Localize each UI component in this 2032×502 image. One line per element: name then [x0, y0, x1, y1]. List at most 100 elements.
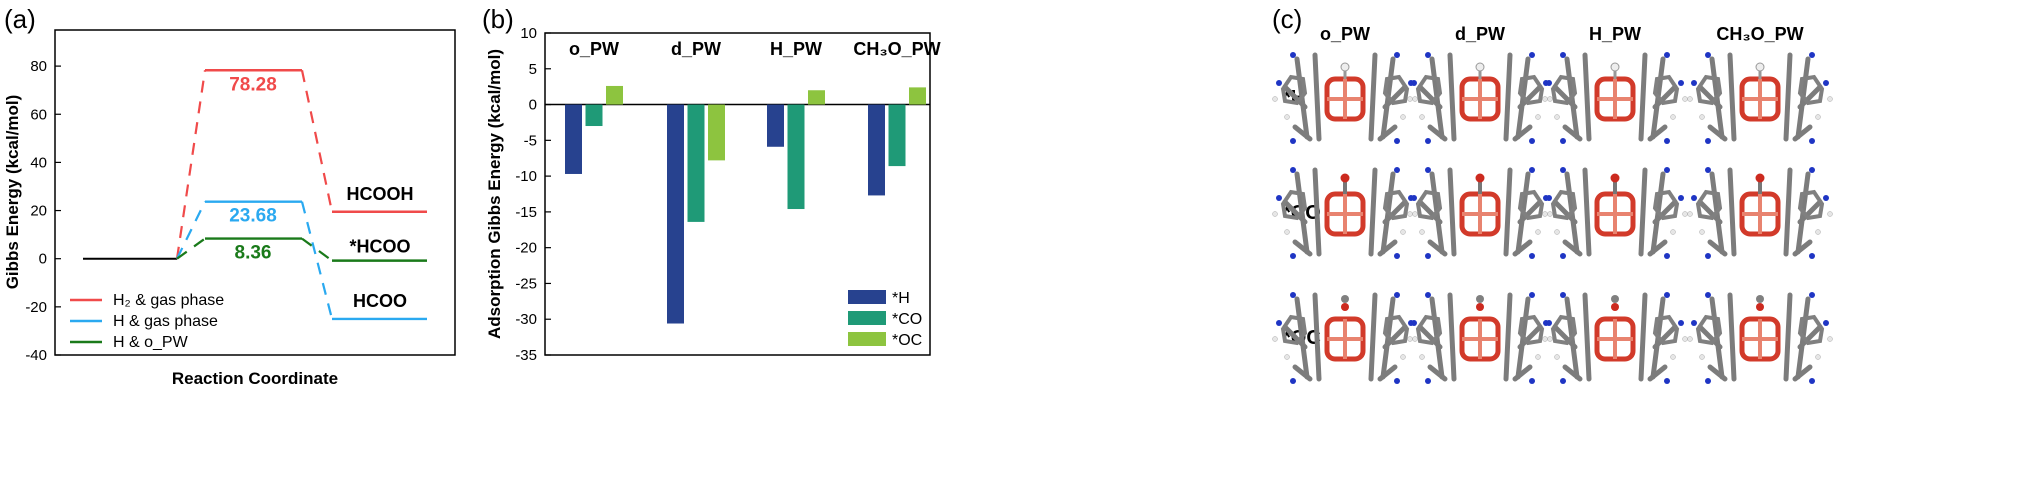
energy-annotation: 8.36 [235, 243, 272, 264]
carbon-bond [1797, 324, 1823, 350]
oxygen-atom [1611, 303, 1619, 311]
aromatic-ring [1550, 189, 1578, 221]
carbon-bond [1727, 52, 1737, 142]
aromatic-ring [1382, 189, 1410, 221]
carbon-bond [1368, 292, 1378, 382]
hydrogen-atom [1407, 336, 1413, 342]
bar [606, 85, 623, 105]
hydrogen-atom [1554, 354, 1560, 360]
oxygen-atom [1475, 173, 1485, 183]
nitrogen-atom [1394, 52, 1400, 58]
hydrogen-atom [1547, 96, 1553, 102]
adsorption-bar-chart: 10 5 0 -5 -10 -15 -20 -25 -30 -35 o_PW d_PW H_PW CH₃… [485, 25, 941, 364]
carbon-bond [1638, 292, 1648, 382]
y-axis-ticks: -40 -20 0 20 40 60 80 [25, 58, 61, 364]
energy-annotation: HCOOH [347, 184, 414, 204]
hydrogen-atom [1687, 336, 1693, 342]
nitrogen-atom [1664, 378, 1670, 384]
legend-swatch [848, 311, 886, 325]
nitrogen-atom [1560, 52, 1566, 58]
carbon-bond [1562, 239, 1583, 257]
bar [787, 104, 805, 210]
bar [708, 104, 725, 161]
legend-entry: H₂ & gas phase [113, 292, 224, 309]
y-tick-label: -30 [515, 311, 537, 328]
nitrogen-atom [1823, 80, 1829, 86]
column-title: CH₃O_PW [1716, 24, 1803, 44]
y-axis-ticks: 10 5 0 -5 -10 -15 -20 -25 -30 -35 [515, 25, 551, 364]
x-axis-label: Reaction Coordinate [172, 369, 338, 388]
hydrogen-atom [1687, 211, 1693, 217]
nitrogen-atom [1560, 292, 1566, 298]
carbon-bond [1652, 84, 1678, 110]
nitrogen-atom [1664, 292, 1670, 298]
nitrogen-atom [1425, 52, 1431, 58]
structure-model [1687, 167, 1833, 259]
carbon-bond [1312, 292, 1322, 382]
nitrogen-atom [1705, 378, 1711, 384]
hydrogen-adsorbate [1340, 62, 1350, 72]
carbon-bond [1512, 239, 1533, 257]
nitrogen-atom [1705, 138, 1711, 144]
carbon-bond [1783, 52, 1793, 142]
nitrogen-atom [1664, 52, 1670, 58]
carbon-bond [1638, 52, 1648, 142]
nitrogen-atom [1705, 292, 1711, 298]
nitrogen-atom [1529, 138, 1535, 144]
structure-model [1272, 292, 1418, 384]
category-label: CH₃O_PW [853, 39, 940, 59]
carbon-bond [1652, 199, 1678, 225]
carbon-bond [1697, 324, 1723, 350]
y-tick-label: 5 [529, 61, 537, 78]
hydrogen-adsorbate [1475, 62, 1485, 72]
hydrogen-atom [1407, 96, 1413, 102]
structure-model [1407, 52, 1553, 144]
aromatic-ring [1280, 74, 1308, 106]
nitrogen-atom [1809, 378, 1815, 384]
carbon-bond [1638, 167, 1648, 257]
aromatic-ring [1652, 74, 1680, 106]
bar [909, 87, 926, 105]
carbon-bond [1647, 364, 1668, 382]
nitrogen-atom [1705, 52, 1711, 58]
y-tick-label: 0 [529, 97, 537, 114]
bar [808, 90, 825, 105]
category-labels: o_PW d_PW H_PW CH₃O_PW [569, 39, 941, 59]
aromatic-ring [1280, 189, 1308, 221]
hydrogen-atom [1542, 211, 1548, 217]
carbon-bond [1377, 239, 1398, 257]
nitrogen-atom [1290, 52, 1296, 58]
aromatic-ring [1797, 189, 1825, 221]
carbon-bond [1652, 324, 1678, 350]
carbon-bond [1707, 124, 1728, 142]
carbon-adsorbate [1756, 295, 1764, 303]
aromatic-ring [1415, 314, 1443, 346]
hydrogen-atom [1272, 211, 1278, 217]
structure-model [1272, 167, 1418, 259]
nitrogen-atom [1705, 253, 1711, 259]
aromatic-ring [1695, 314, 1723, 346]
hydrogen-atom [1827, 211, 1833, 217]
hydrogen-atom [1670, 114, 1676, 120]
nitrogen-atom [1560, 378, 1566, 384]
hydrogen-atom [1535, 114, 1541, 120]
panel-b-label: (b) [482, 4, 514, 34]
hydrogen-atom [1827, 336, 1833, 342]
y-tick-label: -5 [524, 132, 537, 149]
carbon-bond [1503, 292, 1513, 382]
nitrogen-atom [1425, 292, 1431, 298]
carbon-bond [1292, 124, 1313, 142]
energy-paths [83, 69, 427, 321]
carbon-bond [1512, 364, 1533, 382]
aromatic-ring [1550, 74, 1578, 106]
hydrogen-adsorbate [1610, 62, 1620, 72]
hydrogen-atom [1284, 114, 1290, 120]
connector-fall [300, 70, 334, 212]
carbon-bond [1368, 167, 1378, 257]
carbon-bond [1783, 292, 1793, 382]
carbon-adsorbate [1341, 295, 1349, 303]
nitrogen-atom [1425, 167, 1431, 173]
hydrogen-atom [1699, 229, 1705, 235]
y-tick-label: 40 [30, 154, 47, 171]
aromatic-ring [1797, 74, 1825, 106]
